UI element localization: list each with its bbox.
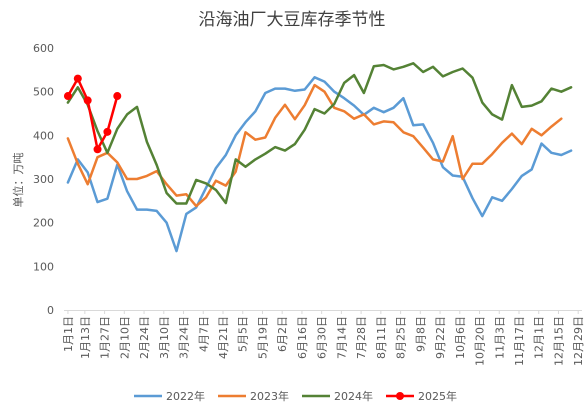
legend-label: 2023年 xyxy=(250,389,289,403)
data-point xyxy=(73,74,82,83)
x-tick-label: 3月24日 xyxy=(178,316,191,359)
y-tick-label: 0 xyxy=(47,304,54,317)
x-tick-label: 2月24日 xyxy=(138,316,151,359)
x-tick-label: 6月30日 xyxy=(316,316,329,359)
y-tick-label: 400 xyxy=(33,129,54,142)
x-tick-label: 1月1日 xyxy=(62,316,75,352)
x-tick-label: 4月21日 xyxy=(217,316,230,359)
x-tick-label: 4月7日 xyxy=(197,316,210,352)
y-axis: 0 100 200 300 400 500 600 xyxy=(33,42,54,317)
x-tick-label: 1月27日 xyxy=(99,316,112,359)
x-tick-label: 7月14日 xyxy=(335,316,348,359)
data-point xyxy=(113,92,122,101)
data-point xyxy=(83,96,92,105)
x-tick-label: 1月13日 xyxy=(79,316,92,359)
x-tick-label: 7月28日 xyxy=(355,316,368,359)
x-tick-label: 6月16日 xyxy=(296,316,309,359)
y-tick-label: 300 xyxy=(33,173,54,186)
series-line-2024年 xyxy=(66,62,573,205)
y-tick-label: 200 xyxy=(33,217,54,230)
x-tick-label: 11月3日 xyxy=(493,316,506,359)
x-axis: 1月1日 1月13日 1月27日 2月10日 2月24日 3月10日 3月24日 4月7日 4月… xyxy=(62,310,585,366)
x-tick-label: 9月22日 xyxy=(434,316,447,359)
legend-marker xyxy=(396,392,404,400)
x-tick-label: 10月6日 xyxy=(454,316,467,359)
data-point xyxy=(63,92,72,101)
x-tick-label: 5月19日 xyxy=(256,316,269,359)
chart-title: 沿海油厂大豆库存季节性 xyxy=(199,10,386,30)
x-tick-label: 8月11日 xyxy=(375,316,388,359)
legend-label: 2024年 xyxy=(334,389,373,403)
series-line-2023年 xyxy=(66,83,563,208)
x-tick-label: 12月1日 xyxy=(533,316,546,359)
series-line-2022年 xyxy=(66,76,573,253)
x-tick-label: 3月10日 xyxy=(158,316,171,359)
y-tick-label: 100 xyxy=(33,260,54,273)
x-tick-label: 8月25日 xyxy=(395,316,408,359)
legend-label: 2022年 xyxy=(166,389,205,403)
y-axis-label: 单位：万吨 xyxy=(11,153,25,208)
y-tick-label: 500 xyxy=(33,86,54,99)
x-tick-label: 12月15日 xyxy=(552,316,565,366)
legend-label: 2025年 xyxy=(418,389,457,403)
legend: 2022年 2023年 2024年 2025年 xyxy=(134,389,457,403)
x-tick-label: 10月20日 xyxy=(474,316,487,366)
x-tick-label: 11月17日 xyxy=(513,316,526,366)
x-tick-label: 6月2日 xyxy=(276,316,289,352)
x-tick-label: 9月8日 xyxy=(414,316,427,352)
plot-area xyxy=(63,62,573,253)
x-tick-label: 12月29日 xyxy=(572,316,585,366)
x-tick-label: 2月10日 xyxy=(118,316,131,359)
y-tick-label: 600 xyxy=(33,42,54,55)
data-point xyxy=(103,127,112,136)
data-point xyxy=(93,145,102,154)
x-tick-label: 5月5日 xyxy=(237,316,250,352)
